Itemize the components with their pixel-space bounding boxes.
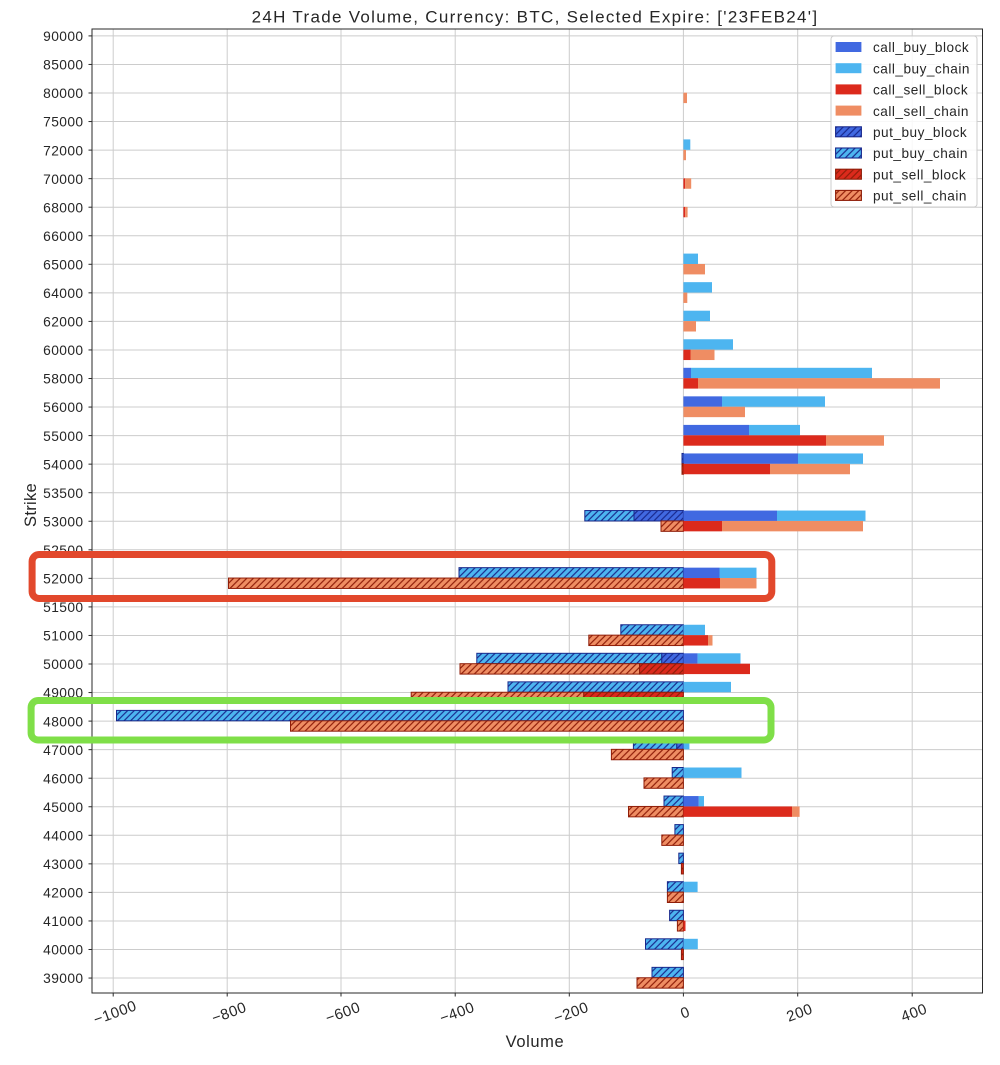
svg-text:Strike: Strike xyxy=(22,483,40,527)
svg-text:call_sell_block: call_sell_block xyxy=(873,83,968,98)
svg-text:60000: 60000 xyxy=(43,343,83,358)
svg-text:51000: 51000 xyxy=(43,629,83,644)
svg-text:64000: 64000 xyxy=(43,286,83,301)
svg-text:50000: 50000 xyxy=(43,657,83,672)
svg-text:72000: 72000 xyxy=(43,143,83,158)
svg-text:42000: 42000 xyxy=(43,886,83,901)
svg-text:49000: 49000 xyxy=(43,686,83,701)
svg-text:41000: 41000 xyxy=(43,914,83,929)
svg-text:68000: 68000 xyxy=(43,200,83,215)
svg-text:70000: 70000 xyxy=(43,172,83,187)
svg-text:53000: 53000 xyxy=(43,514,83,529)
svg-text:51500: 51500 xyxy=(43,600,83,615)
svg-text:90000: 90000 xyxy=(43,29,83,44)
svg-text:43000: 43000 xyxy=(43,857,83,872)
svg-text:put_buy_chain: put_buy_chain xyxy=(873,146,968,161)
svg-text:48000: 48000 xyxy=(43,714,83,729)
svg-text:call_sell_chain: call_sell_chain xyxy=(873,104,969,119)
svg-text:put_sell_chain: put_sell_chain xyxy=(873,189,967,204)
svg-text:put_sell_block: put_sell_block xyxy=(873,167,966,182)
svg-text:56000: 56000 xyxy=(43,400,83,415)
svg-text:call_buy_block: call_buy_block xyxy=(873,40,969,55)
svg-text:44000: 44000 xyxy=(43,828,83,843)
svg-text:55000: 55000 xyxy=(43,429,83,444)
svg-text:52000: 52000 xyxy=(43,572,83,587)
svg-text:Volume: Volume xyxy=(506,1033,565,1051)
svg-text:65000: 65000 xyxy=(43,257,83,272)
svg-text:58000: 58000 xyxy=(43,372,83,387)
svg-text:39000: 39000 xyxy=(43,971,83,986)
svg-text:47000: 47000 xyxy=(43,743,83,758)
svg-text:80000: 80000 xyxy=(43,86,83,101)
svg-text:45000: 45000 xyxy=(43,800,83,815)
svg-text:46000: 46000 xyxy=(43,771,83,786)
svg-text:53500: 53500 xyxy=(43,486,83,501)
svg-text:put_buy_block: put_buy_block xyxy=(873,125,967,140)
svg-text:call_buy_chain: call_buy_chain xyxy=(873,61,970,76)
svg-text:85000: 85000 xyxy=(43,58,83,73)
svg-text:66000: 66000 xyxy=(43,229,83,244)
svg-text:54000: 54000 xyxy=(43,457,83,472)
svg-text:62000: 62000 xyxy=(43,315,83,330)
svg-text:24H Trade Volume, Currency: BT: 24H Trade Volume, Currency: BTC, Selecte… xyxy=(252,8,819,27)
svg-text:40000: 40000 xyxy=(43,943,83,958)
svg-text:75000: 75000 xyxy=(43,115,83,130)
